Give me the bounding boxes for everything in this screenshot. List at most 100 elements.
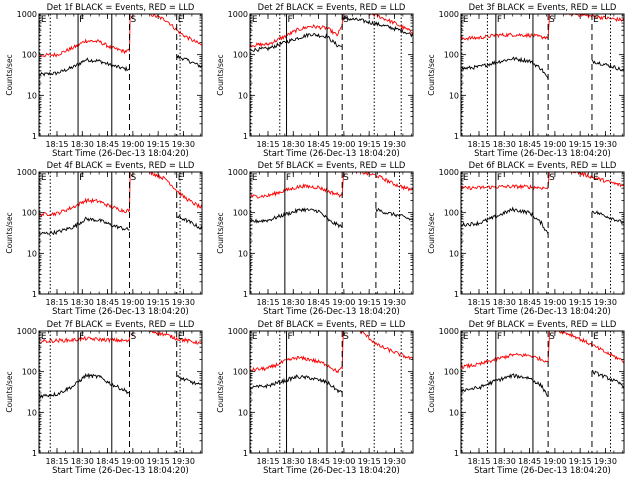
marker-label: E [463,15,469,25]
series-line [591,59,624,72]
x-tick-label: 18:45 [518,140,541,149]
y-tick-label: 1000 [228,10,248,19]
x-axis-label: Start Time (26-Dec-13 18:04:20) [263,465,400,475]
marker-label: E [252,15,258,25]
y-tick-label: 100 [444,368,459,377]
marker-label: E [178,173,184,183]
y-tick-label: 10 [238,91,248,100]
series-line [375,207,413,221]
x-tick-label: 18:15 [45,140,68,149]
series-line [250,32,343,52]
x-tick-label: 19:00 [332,140,355,149]
x-axis-label: Start Time (26-Dec-13 18:04:20) [52,148,189,158]
x-axis-label: Start Time (26-Dec-13 18:04:20) [52,306,189,316]
series-group [39,331,202,399]
series-line [39,57,130,77]
marker-label: F [497,173,502,183]
marker-label: E [252,173,258,183]
marker-label: S [343,15,349,25]
x-tick-label: 18:45 [96,140,119,149]
x-tick-label: 18:45 [518,457,541,466]
x-tick-label: 19:00 [543,298,566,307]
x-tick-label: 19:00 [121,457,144,466]
series-group [461,331,624,397]
y-tick-label: 1 [243,132,248,141]
series-group [461,172,624,235]
x-tick-label: 18:15 [467,457,490,466]
x-tick-label: 19:00 [121,140,144,149]
plot-frame [38,13,203,137]
x-axis-label: Start Time (26-Dec-13 18:04:20) [474,306,611,316]
y-tick-label: 10 [238,249,248,258]
y-axis-label: Counts/sec [427,371,436,412]
marker-label: F [79,173,84,183]
chart-title: Det 6f BLACK = Events, RED = LLD [469,160,617,170]
series-line [591,210,624,224]
x-tick-label: 19:30 [172,298,195,307]
marker-label: S [130,332,136,342]
y-tick-label: 10 [27,249,37,258]
y-tick-label: 1000 [439,327,459,336]
x-tick-label: 18:30 [493,140,516,149]
x-tick-label: 19:30 [594,298,617,307]
series-line [461,331,624,370]
series-group [461,14,624,80]
x-tick-label: 18:15 [256,298,279,307]
marker-label: S [130,173,136,183]
y-tick-label: 1000 [228,327,248,336]
y-tick-label: 100 [233,368,248,377]
x-tick-label: 19:15 [147,457,170,466]
y-axis-label: Counts/sec [5,371,14,412]
marker-label: F [79,15,84,25]
y-axis-label: Counts/sec [216,371,225,412]
x-tick-label: 18:15 [256,140,279,149]
marker-label: S [343,173,349,183]
x-tick-label: 19:30 [383,140,406,149]
marker-label: E [252,332,258,342]
series-line [176,375,202,386]
series-line [250,207,343,229]
y-tick-label: 1 [454,290,459,299]
x-tick-label: 19:00 [543,457,566,466]
series-line [591,369,624,389]
x-axis-label: Start Time (26-Dec-13 18:04:20) [263,148,400,158]
marker-label: E [463,173,469,183]
y-tick-label: 1 [32,132,37,141]
x-tick-label: 18:15 [256,457,279,466]
y-tick-label: 10 [238,408,248,417]
marker-label: E [463,332,469,342]
marker-label: S [549,332,555,342]
x-tick-label: 19:15 [569,298,592,307]
y-axis-label: Counts/sec [216,54,225,95]
chart-title: Det 1f BLACK = Events, RED = LLD [47,2,195,12]
series-line [39,372,130,399]
y-tick-label: 1 [454,132,459,141]
marker-label: S [343,332,349,342]
x-tick-label: 18:15 [467,140,490,149]
y-tick-label: 10 [449,408,459,417]
plot-frame [38,171,203,295]
x-tick-label: 18:30 [493,298,516,307]
marker-label: S [130,15,136,25]
y-tick-label: 1000 [439,168,459,177]
chart-title: Det 7f BLACK = Events, RED = LLD [47,319,195,329]
y-tick-label: 10 [449,91,459,100]
x-tick-label: 18:30 [282,298,305,307]
x-axis-label: Start Time (26-Dec-13 18:04:20) [474,465,611,475]
y-axis-label: Counts/sec [216,212,225,253]
series-line [39,216,130,236]
x-tick-label: 18:45 [307,457,330,466]
y-tick-label: 1000 [17,10,37,19]
y-tick-label: 1 [243,449,248,458]
x-tick-label: 18:45 [96,298,119,307]
chart-title: Det 8f BLACK = Events, RED = LLD [258,319,406,329]
plot-frame [38,330,203,454]
marker-label: F [497,332,502,342]
marker-label: E [178,332,184,342]
x-tick-label: 18:30 [282,140,305,149]
series-line [250,331,413,374]
plot-frame [460,330,625,454]
